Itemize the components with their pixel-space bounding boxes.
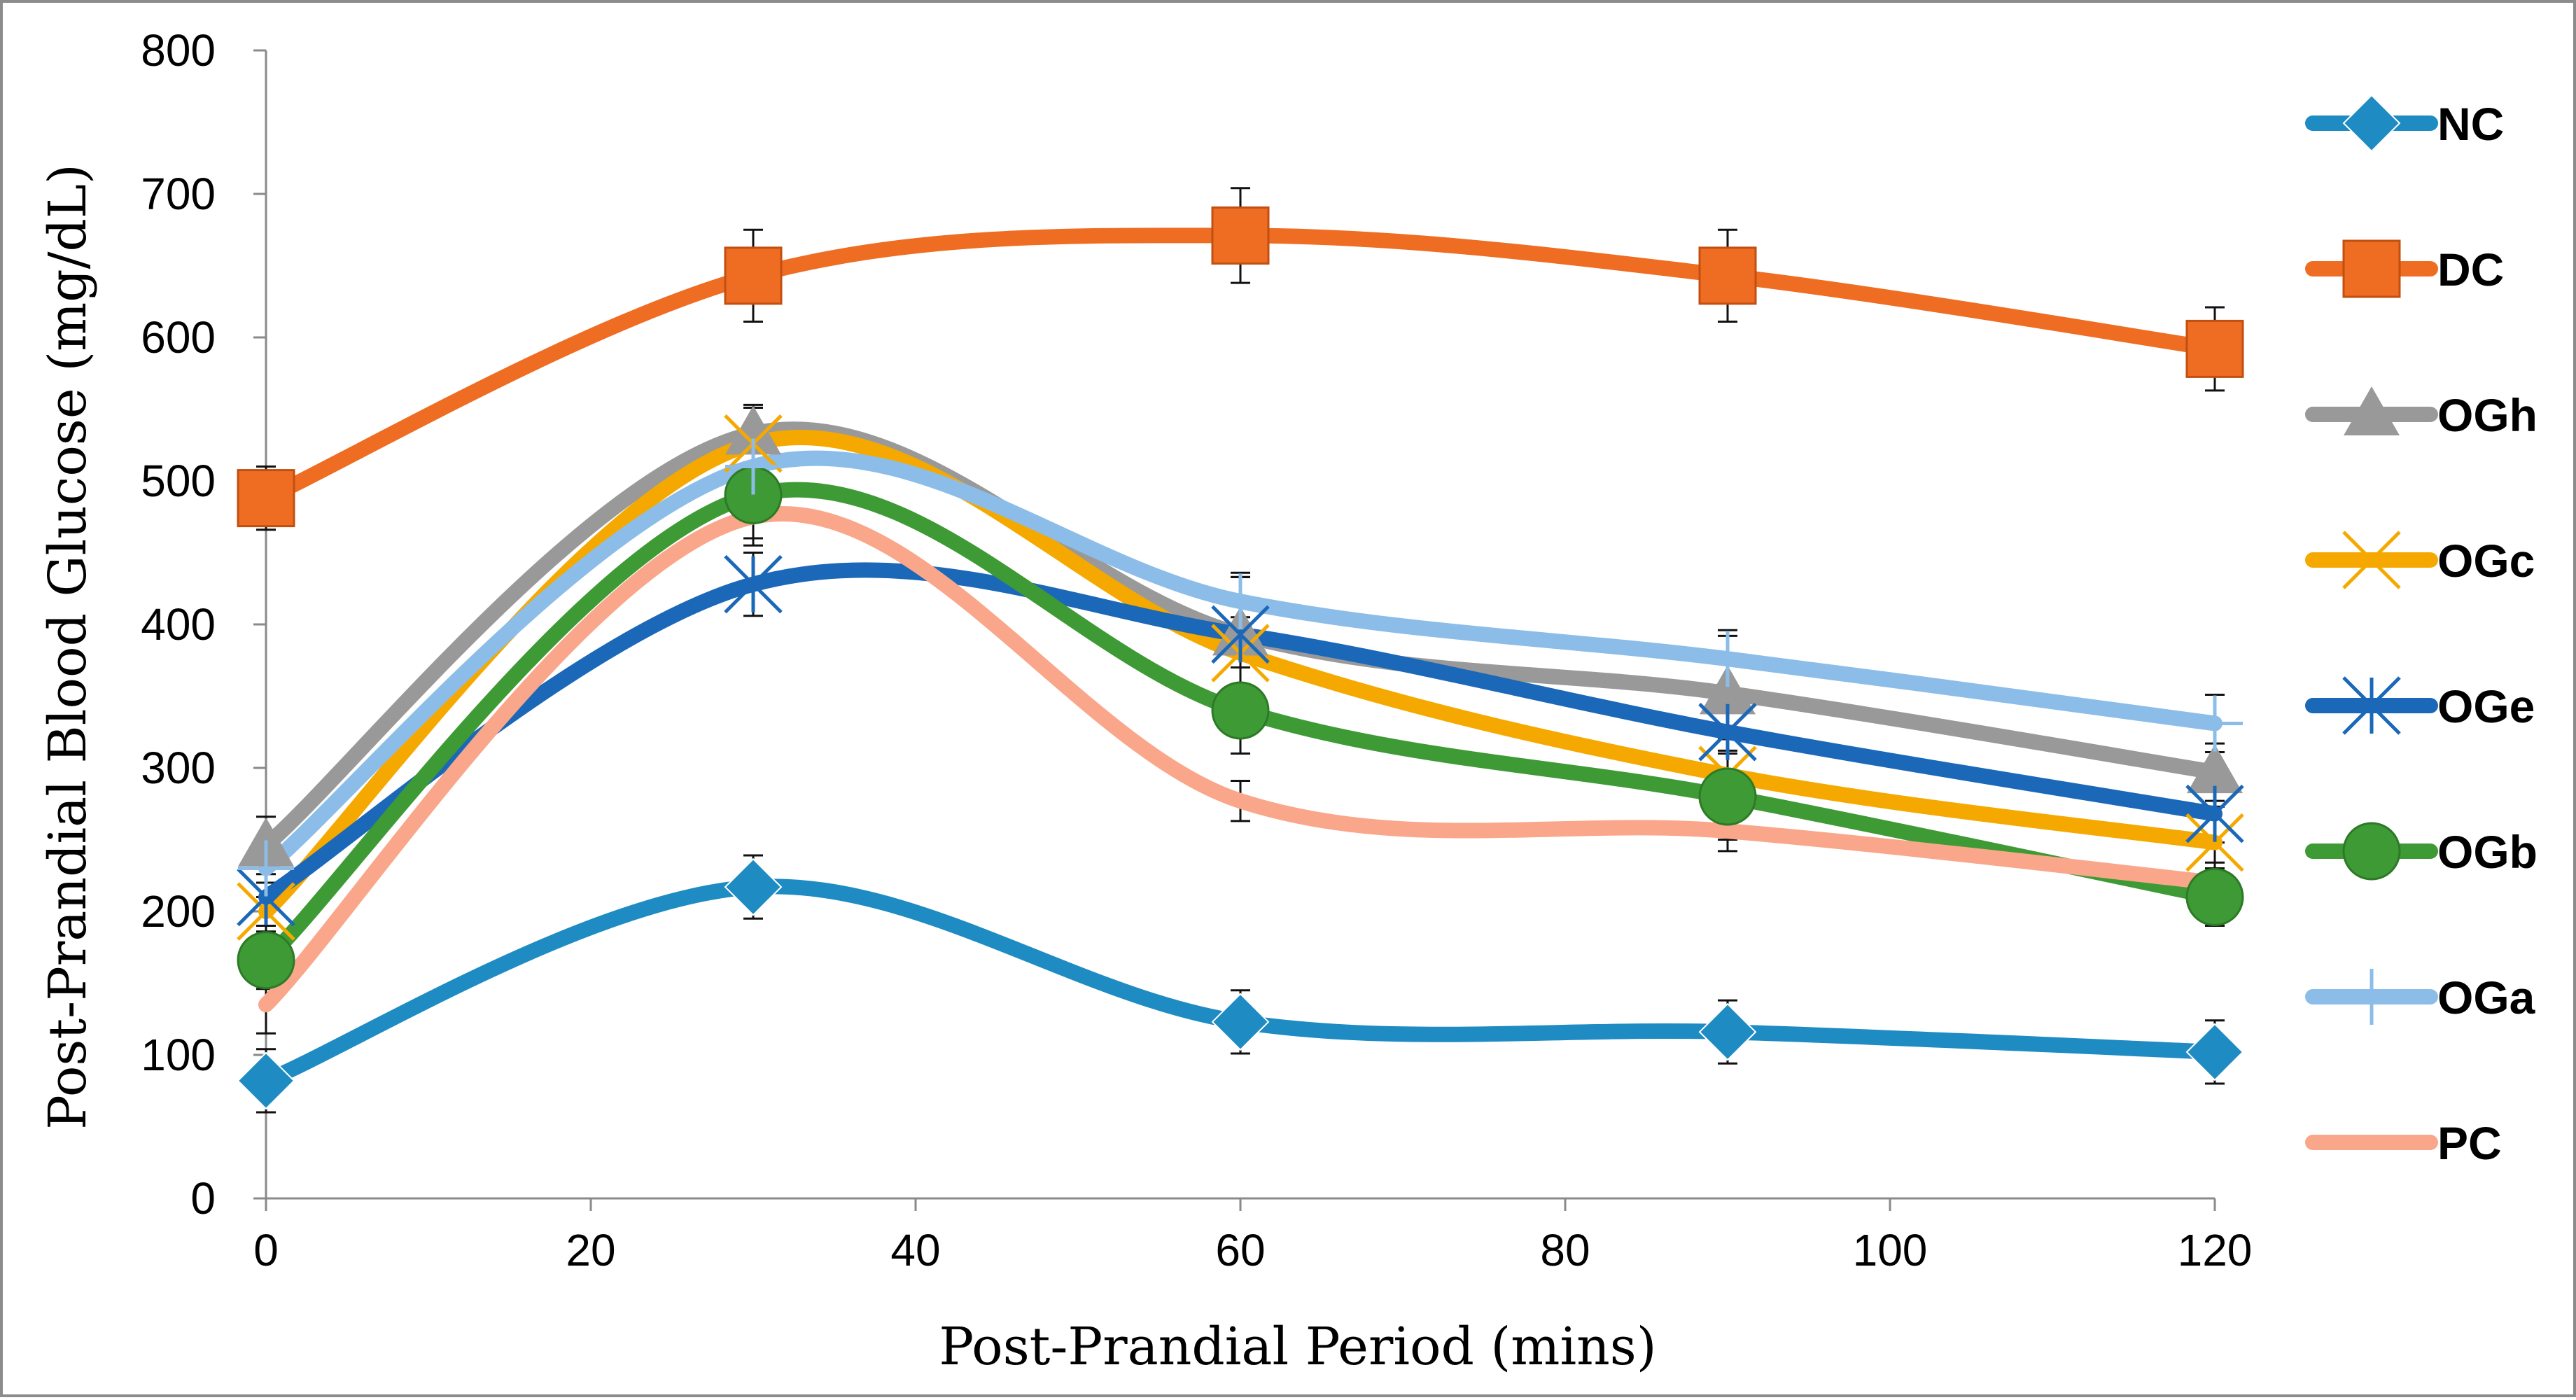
legend-label-ogb: OGb — [2437, 826, 2538, 878]
legend-label-dc: DC — [2437, 244, 2504, 295]
data-point-ogh — [1700, 665, 1756, 715]
y-tick-label: 800 — [141, 25, 216, 76]
x-tick-label: 0 — [253, 1225, 279, 1275]
data-point-ogb — [1698, 767, 1757, 826]
y-tick-label: 0 — [190, 1173, 216, 1224]
series-line-pc — [258, 506, 2222, 1013]
x-tick-label: 20 — [566, 1225, 615, 1275]
legend-label-ogh: OGh — [2437, 389, 2538, 441]
data-point-ogh — [725, 405, 781, 455]
y-tick-label: 200 — [141, 886, 216, 937]
data-point-ogb — [1211, 681, 1270, 740]
data-point-nc — [2185, 1023, 2244, 1082]
legend: NC DC OGh OGc OGe OGb OGa PC — [2305, 94, 2538, 1169]
legend-label-pc: PC — [2437, 1117, 2502, 1169]
legend-label-oge: OGe — [2437, 680, 2535, 732]
data-point-oge — [724, 554, 783, 614]
legend-label-oga: OGa — [2437, 972, 2536, 1023]
data-point-nc — [1211, 993, 1270, 1051]
x-tick-label: 120 — [2178, 1225, 2253, 1275]
legend-marker-ogh — [2344, 386, 2400, 435]
legend-label-nc: NC — [2437, 98, 2504, 150]
data-point-dc — [1698, 246, 1757, 305]
x-tick-label: 60 — [1215, 1225, 1265, 1275]
data-point-dc — [724, 246, 783, 305]
data-point-oga — [2187, 695, 2243, 752]
y-tick-label: 700 — [141, 169, 216, 219]
legend-marker-oge — [2342, 676, 2401, 735]
y-tick-label: 400 — [141, 599, 216, 650]
data-point-nc — [1698, 1002, 1757, 1061]
data-point-dc — [2185, 319, 2244, 378]
legend-marker-ogc — [2342, 531, 2401, 589]
series-line-oga — [258, 450, 2222, 876]
data-point-ogb — [2185, 868, 2244, 926]
data-point-oge — [1698, 702, 1757, 762]
x-axis-title: Post-Prandial Period (mins) — [939, 1317, 1656, 1377]
data-point-ogb — [237, 931, 295, 990]
data-point-oge — [2185, 784, 2244, 844]
y-tick-label: 100 — [141, 1030, 216, 1080]
data-point-nc — [237, 1051, 295, 1110]
series-line-ogb — [258, 482, 2222, 968]
axes: 0 100 200 300 400 500 600 700 800 0 20 40 60 80 100 120 — [141, 25, 2252, 1275]
data-point-oga — [725, 438, 781, 495]
y-tick-label: 300 — [141, 743, 216, 793]
line-chart: 0 100 200 300 400 500 600 700 800 0 20 40 60 80 100 120… — [38, 25, 2538, 1377]
x-tick-label: 100 — [1853, 1225, 1928, 1275]
data-point-oga — [1212, 573, 1268, 630]
x-tick-label: 40 — [890, 1225, 940, 1275]
legend-marker-ogb — [2342, 822, 2401, 881]
data-point-nc — [724, 858, 783, 916]
data-point-oga — [1700, 631, 1756, 687]
x-tick-label: 80 — [1540, 1225, 1590, 1275]
legend-marker-nc — [2342, 94, 2401, 153]
y-tick-label: 500 — [141, 456, 216, 506]
y-tick-label: 600 — [141, 312, 216, 363]
data-point-oga — [238, 840, 294, 897]
y-axis-title: Post-Prandial Blood Glucose (mg/dL) — [38, 164, 98, 1130]
legend-marker-dc — [2342, 239, 2401, 298]
data-point-dc — [1211, 206, 1270, 265]
data-point-ogh — [2187, 744, 2243, 794]
series-markers — [237, 206, 2244, 1110]
data-point-dc — [237, 469, 295, 528]
data-point-ogc — [2185, 813, 2244, 872]
legend-label-ogc: OGc — [2437, 535, 2535, 587]
legend-marker-oga — [2344, 969, 2400, 1025]
